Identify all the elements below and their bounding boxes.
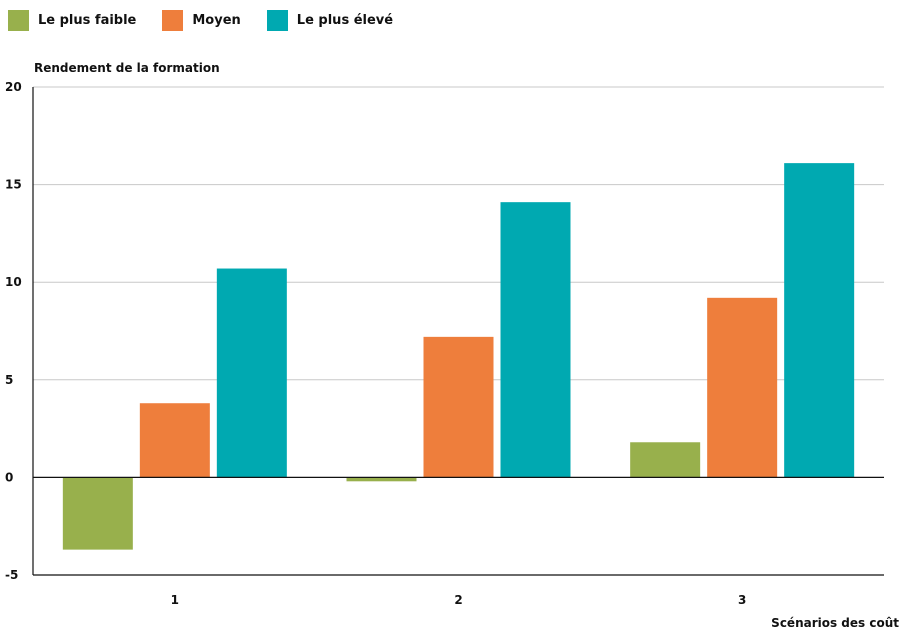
x-axis-title: Scénarios des coût [771,616,899,630]
y-tick-label: 10 [5,275,22,289]
y-tick-labels: 20 15 10 5 0 -5 [5,80,22,582]
x-tick-label: 1 [171,593,179,607]
legend-swatch-lowest [8,9,29,31]
x-tick-label: 2 [454,593,462,607]
axes [32,87,884,576]
bar-le-plus-lev--3 [784,163,855,478]
bar-le-plus-faible-1 [62,477,133,550]
x-tick-label: 3 [738,593,746,607]
legend-swatch-medium [162,9,184,31]
y-axis-title: Rendement de la formation [34,61,220,75]
y-tick-label: 20 [5,80,22,94]
legend-label-medium: Moyen [192,12,241,28]
bar-moyen-1 [139,403,210,478]
bar-moyen-2 [423,336,494,478]
x-tick-labels: 1 2 3 [171,593,747,607]
legend-label-lowest: Le plus faible [38,12,137,28]
bars [62,163,855,550]
chart-legend: Le plus faible Moyen Le plus élevé [8,9,419,31]
y-tick-label: 0 [5,470,13,484]
bar-le-plus-lev--2 [500,202,571,478]
bar-moyen-3 [707,297,778,478]
bar-le-plus-faible-2 [346,477,417,482]
bar-le-plus-lev--1 [216,268,287,478]
bar-le-plus-faible-3 [630,442,701,478]
legend-swatch-highest [266,9,288,31]
y-tick-label: 15 [5,178,22,192]
legend-item-medium: Moyen [162,9,241,31]
legend-label-highest: Le plus élevé [296,12,394,28]
y-tick-label: -5 [5,568,18,582]
legend-item-lowest: Le plus faible [8,9,137,31]
y-tick-label: 5 [5,373,13,387]
legend-item-highest: Le plus élevé [266,9,394,31]
